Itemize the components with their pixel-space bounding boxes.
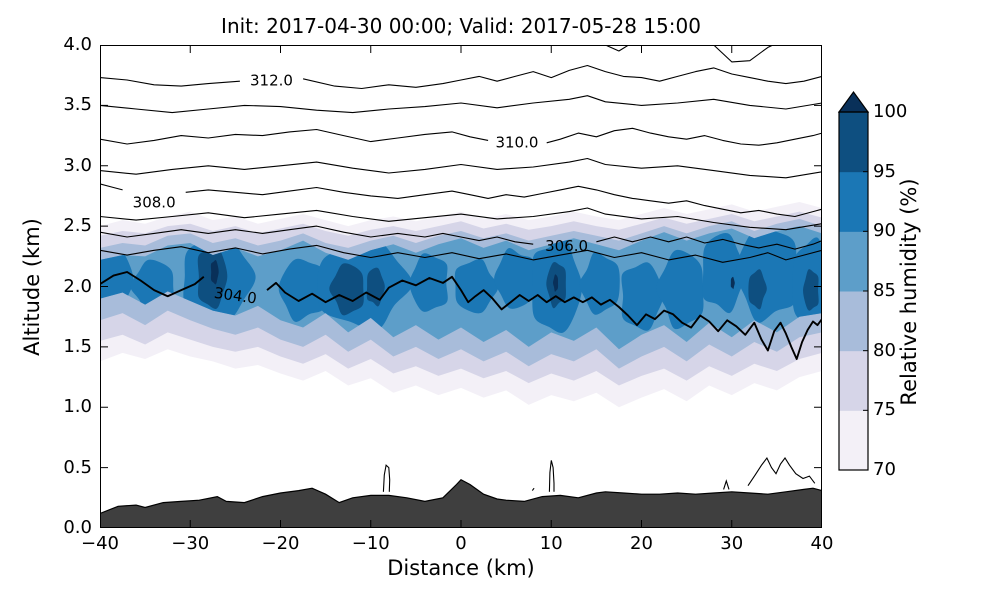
surface-contour-2 — [723, 479, 730, 490]
rh-blob-90 — [494, 248, 534, 309]
y-tick-label: 3.5 — [63, 94, 92, 116]
theta-contour-311 — [100, 95, 822, 114]
contour-label-308.0: 308.0 — [133, 194, 176, 212]
rh-blob-95 — [366, 267, 385, 307]
chart-title: Init: 2017-04-30 00:00; Valid: 2017-05-2… — [221, 14, 701, 38]
y-tick-label: 0.5 — [63, 456, 92, 478]
colorbar-band-85 — [839, 231, 868, 292]
y-tick-label: 0.0 — [63, 517, 92, 538]
rh-blob-90 — [702, 232, 746, 314]
theta-contour-309 — [100, 157, 822, 179]
colorbar-tick-label: 80 — [873, 339, 896, 361]
theta-contour-307 — [100, 207, 822, 231]
theta-contour-312 — [302, 64, 822, 90]
colorbar-band-90 — [839, 171, 868, 232]
x-tick-label: −10 — [351, 533, 390, 554]
colorbar-tick-label: 100 — [873, 101, 908, 122]
x-tick-label: −20 — [261, 533, 300, 554]
rh-blob-100 — [553, 274, 559, 292]
colorbar-tick-label: 85 — [873, 280, 896, 301]
theta-contour-308 — [185, 185, 822, 218]
theta-contour-306 — [100, 225, 534, 245]
colorbar-tick-label: 95 — [873, 160, 896, 182]
y-tick-label: 1.0 — [63, 396, 92, 418]
y-tick-label: 3.0 — [63, 154, 92, 176]
surface-contour-1 — [548, 460, 555, 492]
contour-label-312.0: 312.0 — [250, 72, 293, 90]
rh-blob-100 — [210, 259, 219, 285]
terrain-profile — [100, 478, 822, 528]
y-tick-label: 4.0 — [63, 34, 92, 55]
theta-contour-310 — [100, 128, 489, 145]
axes-spines — [100, 45, 822, 528]
contour-label-310.0: 310.0 — [495, 133, 538, 151]
theta-contour-310 — [546, 127, 822, 146]
theta-contour-305 — [100, 244, 822, 263]
theta-contour-304 — [266, 275, 822, 360]
y-tick-label: 2.0 — [63, 275, 92, 297]
rh-blob-90 — [621, 262, 664, 331]
x-tick-label: 30 — [720, 533, 744, 554]
x-tick-label: 40 — [810, 533, 834, 554]
cross-section-plot-canvas: 312.0 310.0 308.0 306.0 304.0 — [100, 45, 822, 528]
theta-contour-313 — [601, 45, 775, 63]
colorbar-extend-arrow — [837, 90, 870, 113]
colorbar-band-80 — [839, 291, 868, 352]
colorbar-band-95 — [839, 112, 868, 173]
rh-blob-95 — [748, 269, 767, 310]
y-tick-label: 2.5 — [63, 215, 92, 237]
rh-blob-90 — [409, 253, 448, 312]
x-tick-label: 0 — [455, 533, 467, 554]
theta-contour-304 — [100, 271, 205, 298]
rh-blob-100 — [730, 276, 735, 290]
theta-contour-308 — [100, 183, 123, 191]
colorbar — [837, 90, 870, 471]
rh-blob-90 — [278, 258, 326, 322]
colorbar-tick-label: 70 — [873, 459, 896, 480]
colorbar-band-70 — [839, 410, 868, 471]
x-tick-label: 10 — [539, 533, 563, 554]
colorbar-tick-label: 90 — [873, 220, 896, 242]
contour-label-306.0: 306.0 — [545, 237, 588, 255]
x-tick-label: 20 — [630, 533, 653, 554]
rh-blob-90 — [656, 249, 704, 330]
rh-blob-95 — [803, 269, 819, 311]
contour-label-304.0: 304.0 — [213, 284, 258, 308]
x-tick-label: −40 — [81, 533, 119, 554]
theta-contour-306 — [596, 236, 822, 250]
theta-contour-312 — [100, 77, 240, 87]
surface-contour-3 — [747, 456, 816, 487]
y-tick-label: 1.5 — [63, 335, 92, 357]
x-tick-label: −30 — [171, 533, 210, 554]
surface-contour-4 — [531, 487, 535, 491]
surface-contour-0 — [382, 464, 391, 492]
rh-blob-95 — [329, 263, 364, 316]
colorbar-tick-label: 75 — [873, 399, 896, 421]
colorbar-band-75 — [839, 350, 868, 411]
x-axis-label: Distance (km) — [387, 556, 535, 580]
